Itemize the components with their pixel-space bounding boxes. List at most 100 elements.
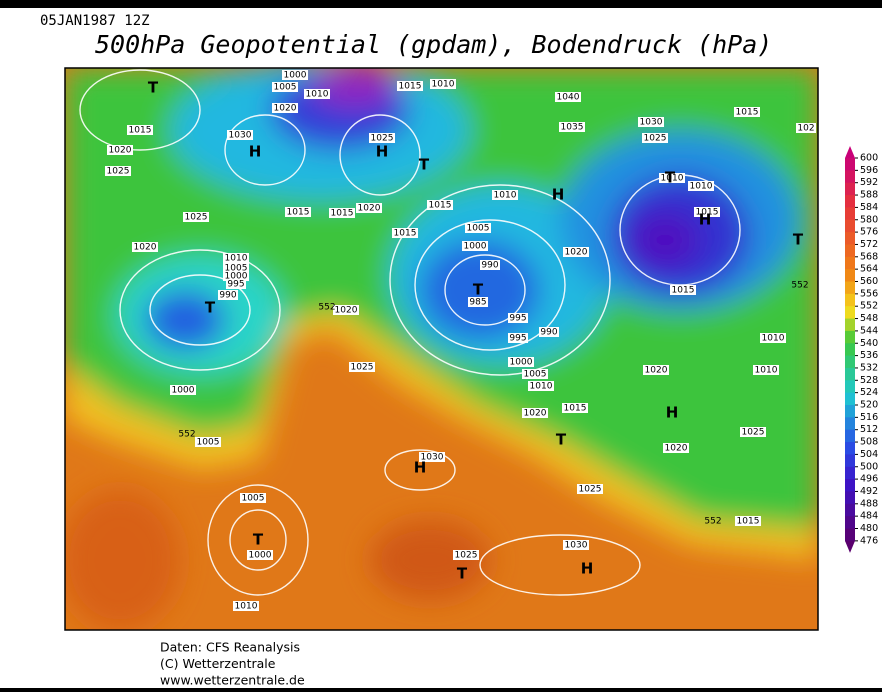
isobar-label: 1015 — [287, 208, 310, 218]
date: 05JAN1987 12Z — [40, 13, 150, 29]
pressure-center: T — [148, 79, 159, 97]
scale-segment — [845, 392, 855, 406]
scale-segment — [845, 442, 855, 455]
scale-label: 588 — [860, 190, 878, 201]
isobar-label: 1010 — [306, 90, 329, 100]
isobar-label: 1025 — [579, 485, 602, 495]
scale-label: 552 — [860, 301, 878, 312]
isobar-label: 1020 — [358, 204, 381, 214]
scale-label: 532 — [860, 362, 878, 373]
isobar-label: 1025 — [644, 134, 667, 144]
isobar-label: 1020 — [524, 409, 547, 419]
isobar-label-bg — [562, 403, 588, 413]
isobar-label: 990 — [219, 291, 236, 301]
scale-label: 580 — [860, 214, 878, 225]
isobar-label-bg — [508, 333, 528, 343]
scale-label: 508 — [860, 437, 878, 448]
isobar-label-bg — [760, 333, 786, 343]
isobar-label: 995 — [509, 334, 526, 344]
footer-line: www.wetterzentrale.de — [160, 673, 305, 688]
isobar-label: 1010 — [661, 174, 684, 184]
scale-label: 488 — [860, 498, 878, 509]
scale-segment — [845, 330, 855, 344]
pressure-center: T — [205, 299, 216, 317]
isobar-label-bg — [659, 173, 685, 183]
isobar-label: 1010 — [762, 334, 785, 344]
isobar-label-bg — [480, 260, 500, 270]
scale-label: 512 — [860, 424, 878, 435]
isobar-label: 1025 — [185, 213, 208, 223]
scale-segment — [845, 195, 855, 208]
isobar-label: 995 — [227, 280, 244, 290]
scale-segment — [845, 355, 855, 369]
isobar-label: 1020 — [109, 146, 132, 156]
isobar-label: 995 — [509, 314, 526, 324]
scale-label: 556 — [860, 288, 878, 299]
isobar-label-bg — [638, 117, 664, 127]
pressure-center: H — [414, 459, 427, 477]
isobar-label: 1020 — [645, 366, 668, 376]
scale-segment — [845, 219, 855, 233]
isobar-label-bg — [522, 408, 548, 418]
isobar-label: 1035 — [561, 123, 584, 133]
scale-segment — [845, 269, 855, 282]
scale-label: 592 — [860, 177, 878, 188]
isobar-label: 1015 — [399, 82, 422, 92]
isobar-label: 1015 — [331, 209, 354, 219]
isobar-label-bg — [285, 207, 311, 217]
isobar-label-bg — [183, 212, 209, 222]
isobar-label-bg — [227, 130, 253, 140]
isobar-label-bg — [465, 223, 491, 233]
isobar-label: 1015 — [672, 286, 695, 296]
isobar-label-bg — [105, 166, 131, 176]
isobar-label-bg — [223, 253, 249, 263]
scale-label: 572 — [860, 239, 878, 250]
isobar-label: 1010 — [225, 254, 248, 264]
pressure-center: H — [581, 560, 594, 578]
scale-label: 540 — [860, 338, 878, 349]
isobar-label-bg — [419, 452, 445, 462]
isobar-label-bg — [369, 133, 395, 143]
isobar-label-bg — [272, 82, 298, 92]
pressure-center: T — [793, 231, 804, 249]
isobar-label: 1030 — [565, 541, 588, 551]
isobar-label: 1010 — [235, 602, 258, 612]
scale-label: 564 — [860, 264, 878, 275]
scale-label: 496 — [860, 474, 878, 485]
isobar-label: 1000 — [249, 551, 272, 561]
pressure-center: H — [666, 404, 679, 422]
scale-label: 500 — [860, 461, 878, 472]
scale-segment — [845, 232, 855, 245]
isobar-label: 1025 — [107, 167, 130, 177]
isobar-label: 1000 — [464, 242, 487, 252]
isobar-label: 1020 — [565, 248, 588, 258]
bottom-bar — [0, 688, 882, 692]
isobar-label: 1020 — [274, 104, 297, 114]
isobar-label: 1010 — [690, 182, 713, 192]
isobar-label: 1015 — [736, 108, 759, 118]
scale-segment — [845, 293, 855, 307]
isobar-label: 1020 — [134, 243, 157, 253]
scale-segment — [845, 306, 855, 320]
scale-segment — [845, 207, 855, 221]
height-label: 552 — [791, 281, 808, 291]
scale-label: 516 — [860, 412, 878, 423]
isobar-label: 1025 — [371, 134, 394, 144]
scale-label: 568 — [860, 251, 878, 262]
pressure-center: H — [552, 186, 565, 204]
isobar-label: 1020 — [335, 306, 358, 316]
isobar-label: 985 — [469, 298, 486, 308]
isobar-label-bg — [528, 381, 554, 391]
scale-label: 492 — [860, 486, 878, 497]
isobar-label-bg — [508, 313, 528, 323]
pressure-center: H — [249, 143, 262, 161]
isobar-label-bg — [453, 550, 479, 560]
pressure-center: T — [457, 565, 468, 583]
isobar-label-bg — [240, 493, 266, 503]
isobar-label-bg — [555, 92, 581, 102]
isobar-label-bg — [223, 271, 249, 281]
isobar-label-bg — [642, 133, 668, 143]
isobar-label: 990 — [540, 328, 557, 338]
isobar-label: 1015 — [394, 229, 417, 239]
scale-label: 576 — [860, 227, 878, 238]
